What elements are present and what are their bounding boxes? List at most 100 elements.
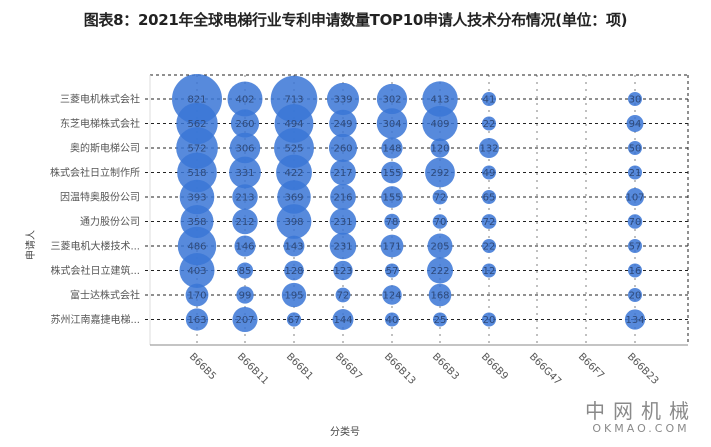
bubble: [382, 285, 402, 305]
bubble: [330, 159, 356, 186]
y-tick-label: 株式会社日立制作所: [50, 166, 140, 179]
bubble-value: 12: [483, 266, 496, 277]
bubble-value: 128: [284, 266, 303, 277]
bubble-value: 72: [337, 291, 350, 302]
bubble: [329, 232, 357, 260]
bubble: [628, 92, 642, 106]
bubble-value: 231: [333, 242, 352, 253]
bubble-value: 207: [235, 315, 254, 326]
bubble-value: 25: [434, 315, 447, 326]
bubble-value: 398: [284, 217, 303, 228]
bubble-value: 155: [382, 168, 401, 179]
bubble: [627, 214, 643, 229]
x-tick-label: B66B13: [382, 351, 417, 386]
bubble: [482, 165, 496, 180]
bubble: [384, 213, 400, 230]
bubble: [229, 132, 261, 164]
bubble-value: 94: [629, 119, 642, 130]
x-tick-label: B66B5: [187, 351, 218, 382]
bubble-value: 562: [187, 119, 206, 130]
bubble-value: 216: [333, 193, 352, 204]
bubble-value: 70: [629, 217, 642, 228]
bubble: [624, 309, 646, 330]
bubble-value: 168: [430, 291, 449, 302]
bubble: [625, 187, 645, 207]
bubble: [430, 138, 450, 158]
bubble-value: 403: [187, 266, 206, 277]
bubble-value: 249: [333, 119, 352, 130]
bubble: [385, 312, 399, 327]
bubble-value: 107: [625, 193, 644, 204]
x-tick-label: B66B1: [284, 351, 315, 382]
bubble-value: 120: [430, 144, 449, 155]
watermark-cn: 中网机械: [585, 399, 697, 423]
bubble-value: 369: [284, 193, 303, 204]
bubble: [185, 283, 209, 307]
bubble: [626, 115, 644, 132]
bubble: [428, 283, 452, 307]
y-tick-label: 株式会社日立建筑...: [50, 264, 140, 277]
x-tick-label: B66F7: [576, 351, 606, 381]
bubble: [381, 186, 403, 208]
bubble-value: 302: [382, 95, 401, 106]
bubble-value: 20: [483, 315, 496, 326]
bubble: [482, 263, 496, 278]
bubble-value: 144: [333, 315, 352, 326]
bubble-value: 413: [430, 95, 449, 106]
bubble-value: 494: [284, 119, 303, 130]
bubble-value: 22: [483, 242, 496, 253]
bubble: [482, 116, 496, 131]
y-tick-label: 三菱电机株式会社: [60, 93, 140, 106]
bubble: [234, 235, 256, 257]
bubble: [277, 180, 311, 214]
bubble-value: 260: [333, 144, 352, 155]
x-axis-title: 分类号: [330, 425, 360, 438]
bubble: [628, 263, 642, 278]
bubble-value: 20: [629, 291, 642, 302]
x-tick-label: B66B7: [333, 351, 364, 382]
bubble-value: 393: [187, 193, 206, 204]
bubble-value: 572: [187, 144, 206, 155]
bubbles: [172, 74, 646, 333]
bubble: [478, 137, 500, 159]
bubble-value: 146: [235, 242, 254, 253]
bubble-value: 217: [333, 168, 352, 179]
bubble: [426, 257, 454, 284]
bubble: [232, 306, 258, 333]
bubble-value: 57: [629, 242, 642, 253]
bubble-value: 30: [629, 95, 642, 106]
bubble: [232, 184, 258, 210]
bubble-value: 821: [187, 95, 206, 106]
bubble-value: 195: [284, 291, 303, 302]
bubble-value: 213: [235, 193, 254, 204]
bubble-value: 40: [386, 315, 399, 326]
bubble: [281, 282, 307, 308]
bubble-value: 72: [434, 193, 447, 204]
y-tick-label: 因温特奥股份公司: [60, 191, 140, 204]
bubble: [185, 308, 209, 331]
bubble-value: 171: [382, 242, 401, 253]
bubble: [481, 189, 497, 205]
bubble: [330, 184, 356, 210]
bubble: [236, 262, 254, 279]
bubble-value: 304: [382, 119, 401, 130]
x-tick-label: B66B11: [235, 351, 270, 386]
bubble-value: 409: [430, 119, 449, 130]
bubble-value: 123: [333, 266, 352, 277]
bubble-value: 205: [430, 242, 449, 253]
bubble: [229, 156, 261, 189]
bubble-value: 292: [430, 168, 449, 179]
bubble-value: 78: [386, 217, 399, 228]
chart-title: 图表8：2021年全球电梯行业专利申请数量TOP10申请人技术分布情况(单位：项…: [83, 11, 628, 29]
bubble-value: 713: [284, 95, 303, 106]
bubble-value: 422: [284, 168, 303, 179]
bubble-value: 402: [235, 95, 254, 106]
bubble-value: 331: [235, 168, 254, 179]
bubble-value: 72: [483, 217, 496, 228]
bubble: [425, 157, 455, 188]
y-tick-label: 富士达株式会社: [70, 289, 140, 302]
bubble: [482, 312, 496, 327]
bubble: [286, 312, 302, 327]
bubble: [335, 287, 351, 303]
